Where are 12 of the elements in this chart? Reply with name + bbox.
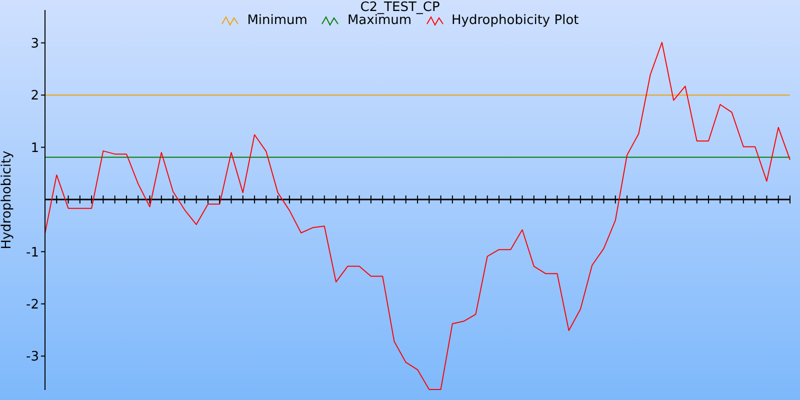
legend-label: Minimum: [247, 13, 308, 28]
y-tick-label: 2: [30, 88, 39, 104]
y-tick-label: 3: [30, 36, 39, 52]
y-tick-label: -3: [26, 350, 39, 365]
y-tick-label: 1: [30, 140, 39, 156]
y-axis-title: Hydrophobicity: [0, 150, 15, 250]
legend-label: Maximum: [347, 13, 412, 28]
legend-label: Hydrophobicity Plot: [452, 13, 579, 28]
y-tick-label: -2: [26, 297, 39, 312]
line-series: [44, 42, 790, 390]
chart-title: C2_TEST_CP: [360, 0, 441, 15]
y-tick-label: -1: [26, 245, 39, 260]
